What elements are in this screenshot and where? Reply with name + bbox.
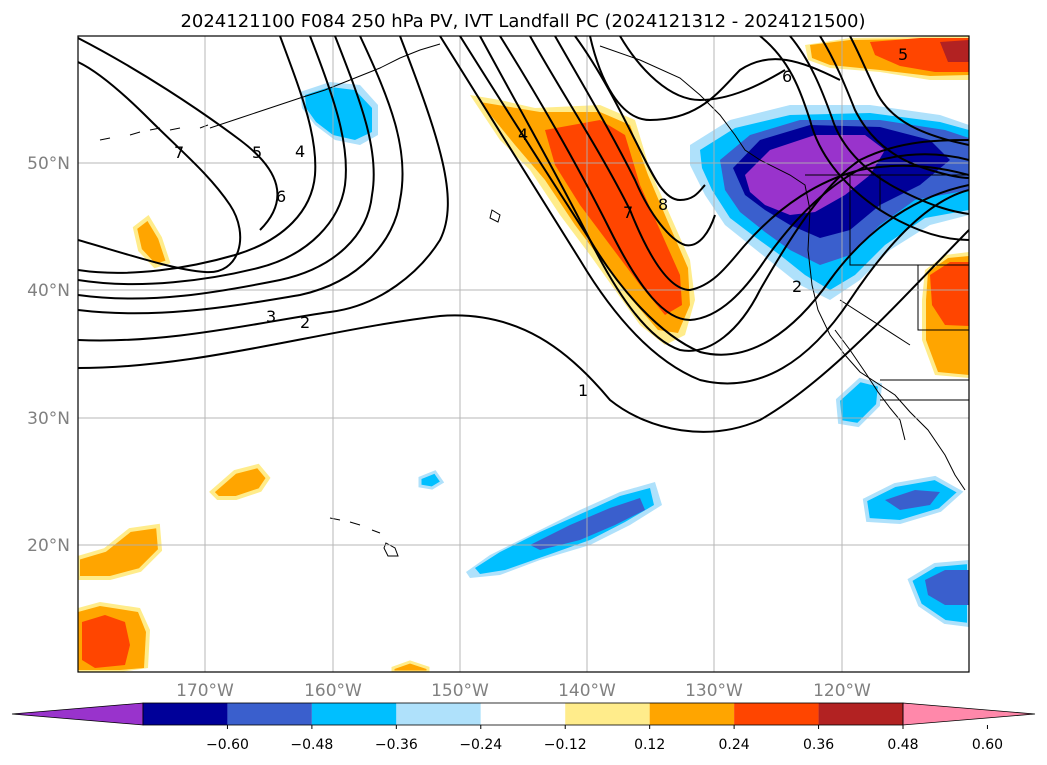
ridge-contour-2 bbox=[619, 36, 786, 102]
contour-label: 8 bbox=[658, 195, 668, 214]
positive-anomaly-bottom-left bbox=[78, 523, 163, 580]
hawaii-islands bbox=[329, 517, 399, 557]
longitude-label: 130°W bbox=[685, 681, 743, 701]
contour-label: 7 bbox=[623, 203, 633, 222]
colorbar-segment bbox=[565, 703, 650, 725]
ridge-contour-3 bbox=[759, 36, 969, 241]
trough-contour-5 bbox=[574, 36, 706, 202]
positive-anomaly-small-left bbox=[132, 215, 171, 269]
contour-6 bbox=[78, 36, 317, 274]
longitude-labels: 170°W 160°W 150°W 140°W 130°W 120°W bbox=[176, 681, 871, 701]
upstream-contour-1 bbox=[439, 36, 969, 385]
colorbar-tick-label: 0.60 bbox=[972, 737, 1003, 753]
longitude-label: 170°W bbox=[176, 681, 234, 701]
colorbar-tick-label: −0.60 bbox=[206, 737, 249, 753]
negative-anomaly-baja bbox=[835, 377, 883, 428]
colorbar-segment bbox=[818, 703, 903, 725]
alaska-coast bbox=[209, 43, 441, 129]
trough-contour-1 bbox=[479, 36, 969, 352]
contour-3 bbox=[78, 36, 404, 315]
negative-anomaly-mexico-core bbox=[885, 490, 940, 510]
contour-label: 4 bbox=[518, 125, 528, 144]
positive-anomaly-tongue-strong bbox=[545, 120, 682, 315]
contour-5 bbox=[78, 36, 347, 286]
latitude-labels: 50°N 40°N 30°N 20°N bbox=[27, 154, 70, 556]
longitude-label: 160°W bbox=[304, 681, 362, 701]
colorbar-extend-high bbox=[902, 702, 1036, 726]
latitude-label: 20°N bbox=[27, 536, 70, 556]
colorbar-segment bbox=[396, 703, 481, 725]
contour-label: 2 bbox=[300, 313, 310, 332]
us-state-borders bbox=[839, 175, 969, 401]
latitude-label: 40°N bbox=[27, 281, 70, 301]
positive-anomaly-small-mid bbox=[209, 463, 271, 500]
latitude-label: 30°N bbox=[27, 409, 70, 429]
colorbar-segment bbox=[734, 703, 819, 725]
contour-label: 4 bbox=[295, 142, 305, 161]
longitude-label: 150°W bbox=[431, 681, 489, 701]
contour-label: 6 bbox=[782, 67, 792, 86]
contour-label: 7 bbox=[174, 143, 184, 162]
positive-anomaly-bottom-center bbox=[391, 660, 430, 672]
colorbar-tick-label: 0.24 bbox=[719, 737, 750, 753]
contour-label: 1 bbox=[578, 381, 588, 400]
colorbar: −0.60 −0.48 −0.36 −0.24 −0.12 0.12 0.24 0.36 0.4… bbox=[11, 702, 1036, 753]
contour-label: 5 bbox=[252, 143, 262, 162]
colorbar-segment bbox=[649, 703, 735, 725]
colorbar-tick-label: −0.36 bbox=[375, 737, 418, 753]
colorbar-tick-label: 0.12 bbox=[634, 737, 665, 753]
contour-label-layer: 7 5 4 6 3 2 4 7 8 1 6 5 2 bbox=[174, 45, 908, 400]
colorbar-tick-label: −0.12 bbox=[544, 737, 587, 753]
small-island-1 bbox=[489, 209, 501, 223]
negative-anomaly-alaska bbox=[305, 87, 372, 140]
colorbar-tick-label: −0.24 bbox=[459, 737, 502, 753]
contour-label: 5 bbox=[898, 45, 908, 64]
longitude-label: 120°W bbox=[813, 681, 871, 701]
negative-anomaly-bottom-right-core bbox=[925, 570, 969, 605]
colorbar-segment bbox=[480, 703, 566, 725]
map-plot-area: 7 5 4 6 3 2 4 7 8 1 6 5 2 bbox=[78, 36, 969, 672]
contour-2 bbox=[78, 36, 449, 342]
contour-1 bbox=[78, 229, 969, 433]
contour-label: 3 bbox=[266, 307, 276, 326]
latitude-label: 50°N bbox=[27, 154, 70, 174]
contour-7 bbox=[78, 61, 242, 274]
trough-contour-3 bbox=[529, 36, 969, 292]
aleutian-dots bbox=[99, 124, 209, 141]
figure-title: 2024121100 F084 250 hPa PV, IVT Landfall… bbox=[180, 11, 865, 32]
contour-8 bbox=[78, 37, 279, 231]
trough-contour-4 bbox=[554, 36, 716, 247]
colorbar-tick-label: 0.48 bbox=[887, 737, 918, 753]
trough-contour-2 bbox=[499, 36, 969, 322]
positive-anomaly-bottom-left-corner-strong bbox=[82, 615, 130, 668]
ridge-contour-6 bbox=[849, 36, 969, 146]
contour-4 bbox=[78, 36, 375, 300]
colorbar-tick-label: 0.36 bbox=[803, 737, 834, 753]
colorbar-tick-label: −0.48 bbox=[290, 737, 333, 753]
longitude-label: 140°W bbox=[558, 681, 616, 701]
pv-contours bbox=[78, 36, 969, 433]
colorbar-segment bbox=[143, 703, 228, 725]
colorbar-extend-low bbox=[11, 702, 144, 726]
north-america-west-coast bbox=[599, 45, 966, 491]
ridge-contour-1 bbox=[589, 36, 841, 122]
negative-anomaly-hawaii bbox=[418, 470, 445, 490]
colorbar-segment bbox=[311, 703, 397, 725]
coastlines bbox=[99, 43, 969, 557]
positive-anomaly-right-edge-strong bbox=[930, 262, 969, 326]
ridge-contour-5 bbox=[819, 36, 969, 179]
plot-frame bbox=[77, 35, 970, 673]
colorbar-segment bbox=[227, 703, 312, 725]
colorbar-outline bbox=[142, 702, 904, 726]
contour-label: 2 bbox=[792, 277, 802, 296]
upstream-contour-2 bbox=[459, 36, 969, 356]
contour-label: 6 bbox=[276, 187, 286, 206]
positive-anomaly-top-right-darkred bbox=[940, 40, 969, 62]
ridge-contour-4 bbox=[789, 36, 969, 215]
